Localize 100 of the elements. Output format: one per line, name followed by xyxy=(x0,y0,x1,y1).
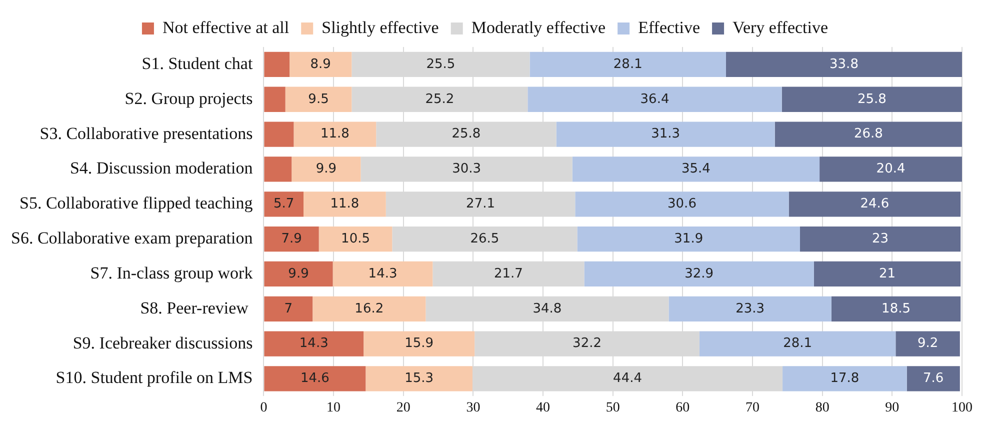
data-label: 14.3 xyxy=(368,266,398,282)
y-tick-label: S3. Collaborative presentations xyxy=(40,124,253,143)
data-label: 28.1 xyxy=(783,336,812,352)
bar xyxy=(800,226,961,252)
bar xyxy=(782,86,962,112)
data-label: 8.9 xyxy=(310,56,331,72)
data-label: 25.5 xyxy=(426,56,456,72)
data-label: 9.5 xyxy=(308,92,329,107)
bar xyxy=(572,156,820,182)
data-label: 9.2 xyxy=(917,336,938,352)
data-label: 10.5 xyxy=(341,231,370,246)
y-tick-label: S10. Student profile on LMS xyxy=(56,368,253,388)
x-tick-label: 100 xyxy=(952,400,972,416)
bar xyxy=(312,296,426,322)
y-tick-label: S4. Discussion moderation xyxy=(70,158,254,178)
bar xyxy=(814,261,961,287)
y-tick-label: S1. Student chat xyxy=(142,54,253,73)
bar xyxy=(264,122,294,147)
bar xyxy=(556,122,775,147)
bar xyxy=(318,226,392,252)
data-label: 9.9 xyxy=(316,162,337,177)
bar xyxy=(264,331,364,356)
data-label: 21 xyxy=(879,266,896,282)
data-label: 28.1 xyxy=(613,56,642,72)
y-tick-label: S8. Peer-review xyxy=(140,298,253,318)
data-label: 17.8 xyxy=(830,371,860,386)
legend-label: Very effective xyxy=(732,18,828,37)
legend-label: Not effective at all xyxy=(162,18,290,37)
bar xyxy=(285,86,352,112)
bar xyxy=(264,192,304,217)
data-label: 32.9 xyxy=(684,266,714,282)
bar xyxy=(264,86,286,112)
bar xyxy=(726,52,962,78)
data-label: 11.8 xyxy=(330,196,360,212)
data-label: 25.8 xyxy=(857,92,886,107)
x-tick-label: 90 xyxy=(885,400,900,416)
data-label: 16.2 xyxy=(354,301,384,316)
bar xyxy=(264,156,292,182)
data-label: 27.1 xyxy=(466,196,495,212)
bar xyxy=(788,192,961,217)
bar xyxy=(577,226,800,252)
data-label: 11.8 xyxy=(320,126,350,142)
x-tick-label: 10 xyxy=(326,400,341,416)
legend-label: Effective xyxy=(638,18,700,37)
data-label: 21.7 xyxy=(494,266,523,282)
bar xyxy=(575,192,789,217)
data-label: 7 xyxy=(284,301,293,316)
data-label: 35.4 xyxy=(681,162,710,177)
bar xyxy=(290,52,352,78)
data-label: 26.8 xyxy=(854,126,883,142)
x-tick-label: 50 xyxy=(606,400,620,416)
data-label: 14.6 xyxy=(300,371,330,386)
bar xyxy=(668,296,832,322)
y-tick-label: S2. Group projects xyxy=(124,88,253,108)
bar xyxy=(332,261,433,287)
data-label: 32.2 xyxy=(572,336,602,352)
data-label: 25.8 xyxy=(452,126,481,142)
data-label: 23 xyxy=(872,231,889,246)
legend-label: Moderatly effective xyxy=(471,18,606,37)
data-label: 25.2 xyxy=(425,92,454,107)
bar xyxy=(264,261,333,287)
data-label: 33.8 xyxy=(830,56,858,72)
bar xyxy=(292,156,361,182)
data-label: 44.4 xyxy=(613,371,642,386)
data-label: 15.9 xyxy=(404,336,434,352)
bar xyxy=(782,366,907,392)
data-label: 30.6 xyxy=(668,196,696,212)
bar xyxy=(528,86,782,112)
data-label: 31.9 xyxy=(674,231,704,246)
data-label: 36.4 xyxy=(640,92,670,107)
bar xyxy=(820,156,962,182)
bar xyxy=(264,296,313,322)
data-label: 23.3 xyxy=(736,301,765,316)
bar xyxy=(264,366,366,392)
x-tick-label: 40 xyxy=(536,400,550,416)
legend-label: Slightly effective xyxy=(322,18,439,37)
data-label: 7.6 xyxy=(923,371,944,386)
data-label: 30.3 xyxy=(452,162,482,177)
x-tick-label: 0 xyxy=(260,400,268,416)
bar xyxy=(366,366,472,392)
bar xyxy=(774,122,962,147)
bar xyxy=(304,192,386,217)
data-label: 24.6 xyxy=(860,196,890,212)
data-label: 14.3 xyxy=(299,336,328,352)
bar xyxy=(264,226,319,252)
x-tick-label: 30 xyxy=(466,400,480,416)
data-label: 15.3 xyxy=(404,371,434,386)
data-label: 34.8 xyxy=(532,301,562,316)
bar xyxy=(530,52,726,78)
bar xyxy=(831,296,961,322)
data-label: 20.4 xyxy=(876,162,906,177)
bar xyxy=(906,366,960,392)
y-tick-label: S5. Collaborative flipped teaching xyxy=(19,194,254,213)
bar xyxy=(364,331,475,356)
data-label: 31.3 xyxy=(651,126,680,142)
y-tick-label: S7. In-class group work xyxy=(90,263,254,282)
x-tick-label: 20 xyxy=(396,400,410,416)
data-label: 5.7 xyxy=(274,196,294,212)
y-tick-label: S6. Collaborative exam preparation xyxy=(11,228,254,248)
bar xyxy=(264,52,290,78)
